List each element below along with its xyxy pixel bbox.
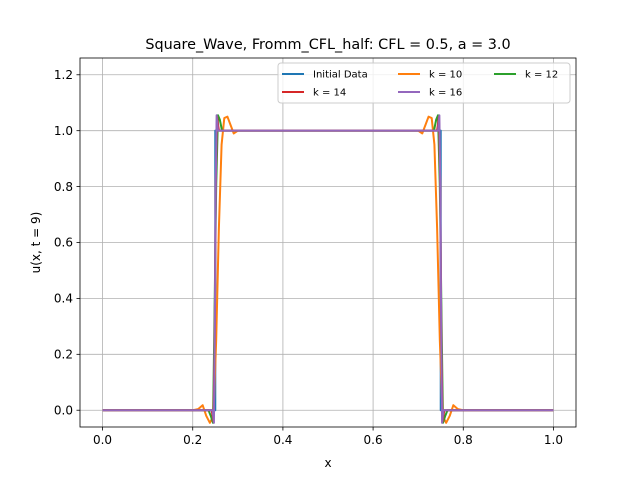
x-tick-label: 0.0 [93,433,112,447]
y-tick-label: 0.0 [54,403,73,417]
legend-entry-label: Initial Data [313,70,368,81]
legend-entry-label: k = 16 [429,88,462,99]
y-tick-label: 0.8 [54,180,73,194]
ticks: 0.0 0.2 0.4 0.6 0.8 1.0 0.0 0.2 0.4 0.6 0.8 1.0 1.2 [54,68,563,447]
legend: Initial Data k = 10 k = 12 k = 14 k = 16 [277,62,571,104]
legend-entry-label: k = 10 [429,70,462,81]
series-line [102,114,554,424]
y-tick-label: 0.6 [54,236,73,250]
legend-entry-label: k = 14 [313,88,346,99]
y-tick-label: 1.0 [54,124,73,138]
x-tick-label: 0.6 [364,433,383,447]
x-tick-label: 0.2 [183,433,202,447]
legend-entry-label: k = 12 [525,70,558,81]
y-axis-label: u(x, t = 9) [29,212,43,274]
grid [80,58,576,427]
chart-title: Square_Wave, Fromm_CFL_half: CFL = 0.5, … [145,37,510,53]
x-tick-label: 0.8 [454,433,473,447]
y-tick-label: 1.2 [54,68,73,82]
x-tick-label: 1.0 [544,433,563,447]
y-tick-label: 0.2 [54,348,73,362]
series-layer [102,114,554,424]
x-axis-label: x [324,456,331,470]
y-tick-label: 0.4 [54,292,73,306]
x-tick-label: 0.4 [273,433,292,447]
